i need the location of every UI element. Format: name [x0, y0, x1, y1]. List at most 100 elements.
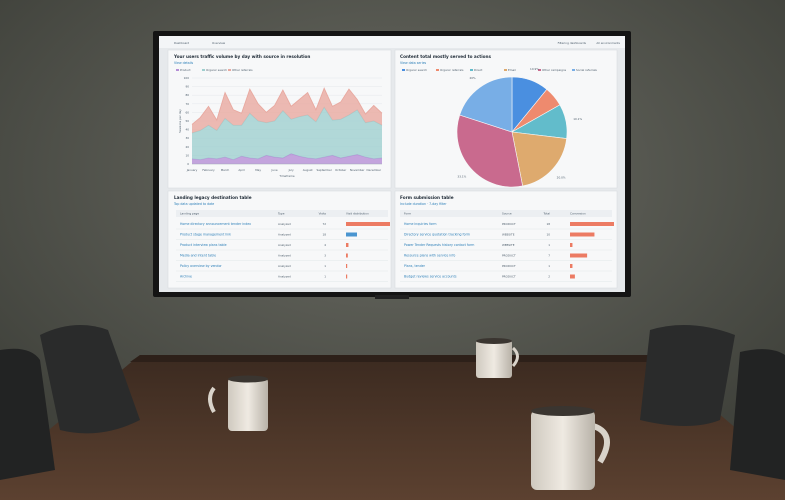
- row-link[interactable]: Media and intent table: [180, 254, 216, 258]
- x-tick-label: December: [366, 168, 381, 172]
- y-tick-label: 20: [185, 145, 189, 149]
- row-link[interactable]: Plans, tender: [404, 264, 426, 268]
- row-link[interactable]: Budget reviews service accounts: [404, 275, 457, 279]
- legend-label: Email: [508, 68, 516, 72]
- table-header: [176, 210, 388, 217]
- row-link[interactable]: Product stage management link: [180, 233, 231, 237]
- area-fill: [192, 88, 382, 134]
- legend-label: Organic referrals: [440, 68, 464, 72]
- chair: [40, 325, 140, 434]
- mug: [208, 375, 268, 431]
- x-tick-label: July: [288, 168, 294, 172]
- header-link[interactable]: Filtering dashboards: [558, 41, 587, 45]
- legend-label: Direct: [474, 68, 483, 72]
- y-tick-label: 70: [185, 102, 189, 106]
- x-tick-label: April: [238, 168, 245, 172]
- row-link[interactable]: Product interview plans table: [180, 243, 227, 247]
- column-header: Total: [542, 212, 550, 216]
- cell: Analyzed: [278, 275, 291, 279]
- cell: 2: [548, 275, 550, 279]
- legend-label: Product: [180, 68, 192, 72]
- cell: 1: [548, 264, 550, 268]
- cell: PRODUCT: [502, 222, 516, 226]
- x-axis-label: Timeframe: [278, 174, 294, 178]
- header-link[interactable]: Dashboard: [174, 41, 189, 45]
- y-tick-label: 40: [185, 128, 189, 132]
- header-link[interactable]: All environments: [596, 41, 620, 45]
- column-header: Visits: [319, 212, 327, 216]
- x-tick-label: August: [303, 168, 314, 172]
- panel-title: Your users traffic volume by day with so…: [173, 54, 310, 59]
- cell: 1: [548, 243, 550, 247]
- distribution-bar: [570, 253, 588, 258]
- header-bar: [159, 36, 625, 48]
- x-tick-label: February: [202, 168, 215, 172]
- x-tick-label: September: [316, 168, 332, 172]
- column-header: Visit distribution: [346, 212, 369, 216]
- row-link[interactable]: Directory service quotation tracking for…: [404, 233, 470, 237]
- legend-swatch: [470, 69, 473, 71]
- cell: Analyzed: [278, 222, 291, 226]
- data-label: 20%: [470, 76, 477, 80]
- y-tick-label: 30: [185, 136, 189, 140]
- legend-swatch: [572, 69, 575, 71]
- panel-subtitle[interactable]: View details: [174, 61, 194, 65]
- row-link[interactable]: Home inquiries form: [404, 222, 437, 226]
- panel-title: Form submission table: [400, 195, 454, 200]
- row-link[interactable]: Power Tender Requests history contact fo…: [404, 243, 474, 247]
- panel-title: Landing legacy destination table: [174, 195, 252, 200]
- x-tick-label: June: [271, 168, 278, 172]
- y-tick-label: 80: [185, 93, 189, 97]
- distribution-bar: [346, 222, 390, 226]
- distribution-bar: [570, 274, 575, 279]
- cell: Analyzed: [278, 264, 291, 268]
- legend-label: Organic search: [206, 68, 227, 72]
- distribution-bar: [346, 243, 349, 247]
- legend-swatch: [436, 69, 439, 71]
- data-label: 10.9%: [530, 67, 539, 71]
- panel-subtitle[interactable]: Include duration · 7-day filter: [400, 202, 447, 206]
- x-tick-label: October: [335, 168, 347, 172]
- cell: PRODUCT: [502, 264, 516, 268]
- y-tick-label: 90: [185, 85, 189, 89]
- row-link[interactable]: Resource plans with service info: [404, 254, 455, 258]
- mug: [476, 338, 519, 378]
- panel-subtitle[interactable]: View data series: [400, 61, 427, 65]
- row-link[interactable]: Home directory announcement tender index: [180, 222, 251, 226]
- distribution-bar: [346, 274, 348, 279]
- legend-label: Social referrals: [576, 68, 597, 72]
- column-header: Source: [502, 212, 512, 216]
- legend-swatch: [202, 69, 205, 71]
- y-tick-label: 50: [185, 119, 189, 123]
- distribution-bar: [570, 243, 573, 247]
- chair: [730, 349, 785, 480]
- cell: 3: [324, 254, 326, 258]
- cell: 18: [546, 222, 550, 226]
- cell: 1: [324, 264, 326, 268]
- cell: 10: [546, 233, 550, 237]
- cell: 7: [548, 254, 550, 258]
- chair: [640, 325, 735, 426]
- column-header: Conversion: [570, 212, 586, 216]
- tv-stand: [375, 295, 409, 299]
- legend-label: Organic search: [406, 68, 427, 72]
- column-header: Form: [404, 212, 411, 216]
- distribution-bar: [346, 253, 348, 258]
- header-link[interactable]: Overview: [212, 41, 226, 45]
- distribution-bar: [346, 232, 357, 237]
- x-tick-label: November: [350, 168, 365, 172]
- table-header: [400, 210, 612, 217]
- distribution-bar: [570, 232, 595, 237]
- legend-swatch: [176, 69, 179, 71]
- screen: Dashboard Overview Filtering dashboards …: [159, 36, 625, 292]
- panel-subtitle[interactable]: Top data updated to date: [173, 202, 214, 206]
- x-tick-label: January: [186, 168, 198, 172]
- cell: WEBSITE: [502, 243, 515, 247]
- y-axis-label: Sessions per day: [178, 109, 182, 133]
- cell: PRODUCT: [502, 254, 516, 258]
- y-tick-label: 0: [187, 162, 189, 166]
- row-link[interactable]: Policy overview by vendor: [180, 264, 222, 268]
- legend-swatch: [228, 69, 231, 71]
- row-link[interactable]: Archive: [180, 275, 192, 279]
- data-label: 20.0%: [557, 176, 566, 180]
